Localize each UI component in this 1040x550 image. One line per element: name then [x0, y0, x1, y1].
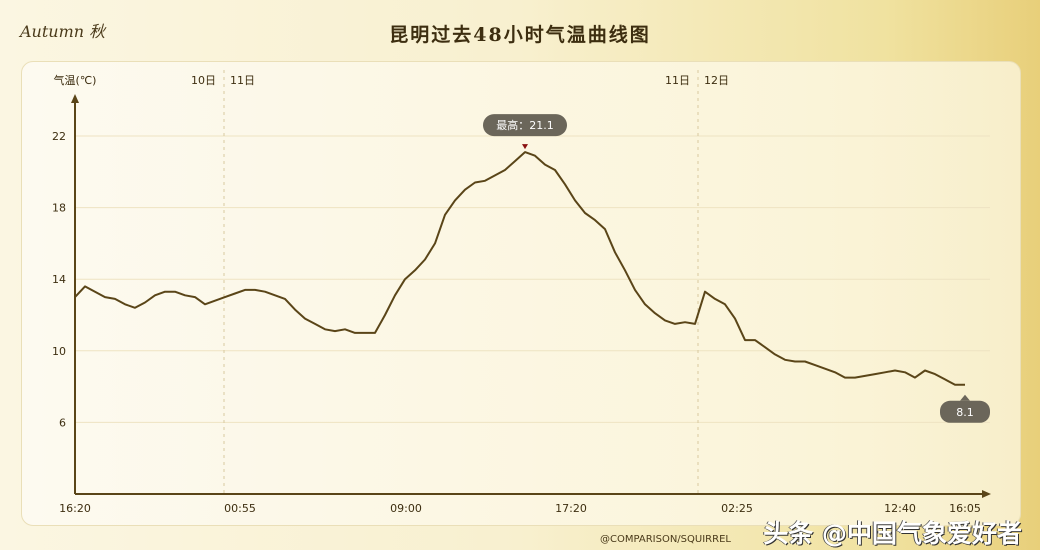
x-tick-label: 12:40 — [884, 502, 916, 515]
max-label: 最高：21.1 — [496, 118, 554, 132]
x-tick-label: 09:00 — [390, 502, 422, 515]
watermark: 头条 @中国气象爱好者 — [763, 519, 1022, 548]
day-label: 11日 — [230, 74, 255, 87]
x-tick-label: 16:05 — [949, 502, 981, 515]
credit: @COMPARISON/SQUIRREL — [600, 534, 731, 545]
y-axis-label: 气温(℃) — [54, 73, 97, 87]
x-tick-label: 17:20 — [555, 502, 587, 515]
y-tick-label: 14 — [52, 273, 66, 286]
x-tick-label: 00:55 — [224, 502, 256, 515]
temperature-line — [74, 151, 965, 386]
chart-panel — [21, 61, 1021, 526]
x-tick-label: 16:20 — [59, 502, 91, 515]
max-label-bubble — [483, 114, 567, 137]
day-label: 11日 — [665, 74, 690, 87]
x-axis-arrow — [982, 490, 991, 498]
day-label: 10日 — [191, 74, 216, 87]
last-marker-icon — [960, 394, 970, 401]
last-label: 8.1 — [956, 406, 974, 419]
x-tick-label: 02:25 — [721, 502, 753, 515]
max-marker-icon — [522, 144, 528, 150]
y-axis-arrow — [71, 94, 79, 103]
y-tick-label: 6 — [59, 416, 66, 429]
brand-logo: Autumn 秋 — [20, 22, 106, 41]
y-tick-label: 22 — [52, 130, 66, 143]
y-tick-label: 10 — [52, 345, 66, 358]
chart-title: 昆明过去48小时气温曲线图 — [389, 24, 651, 46]
y-tick-label: 18 — [52, 202, 66, 215]
last-label-bubble — [940, 400, 990, 423]
day-label: 12日 — [704, 74, 729, 87]
